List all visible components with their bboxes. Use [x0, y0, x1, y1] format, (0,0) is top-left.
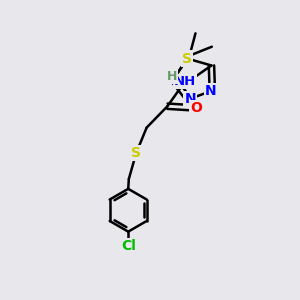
Text: N: N — [184, 92, 196, 106]
Text: S: S — [131, 146, 141, 160]
Text: S: S — [182, 52, 192, 66]
Text: O: O — [190, 101, 202, 115]
Text: NH: NH — [174, 75, 196, 88]
Text: N: N — [205, 84, 217, 98]
Text: H: H — [167, 70, 177, 83]
Text: Cl: Cl — [121, 239, 136, 254]
